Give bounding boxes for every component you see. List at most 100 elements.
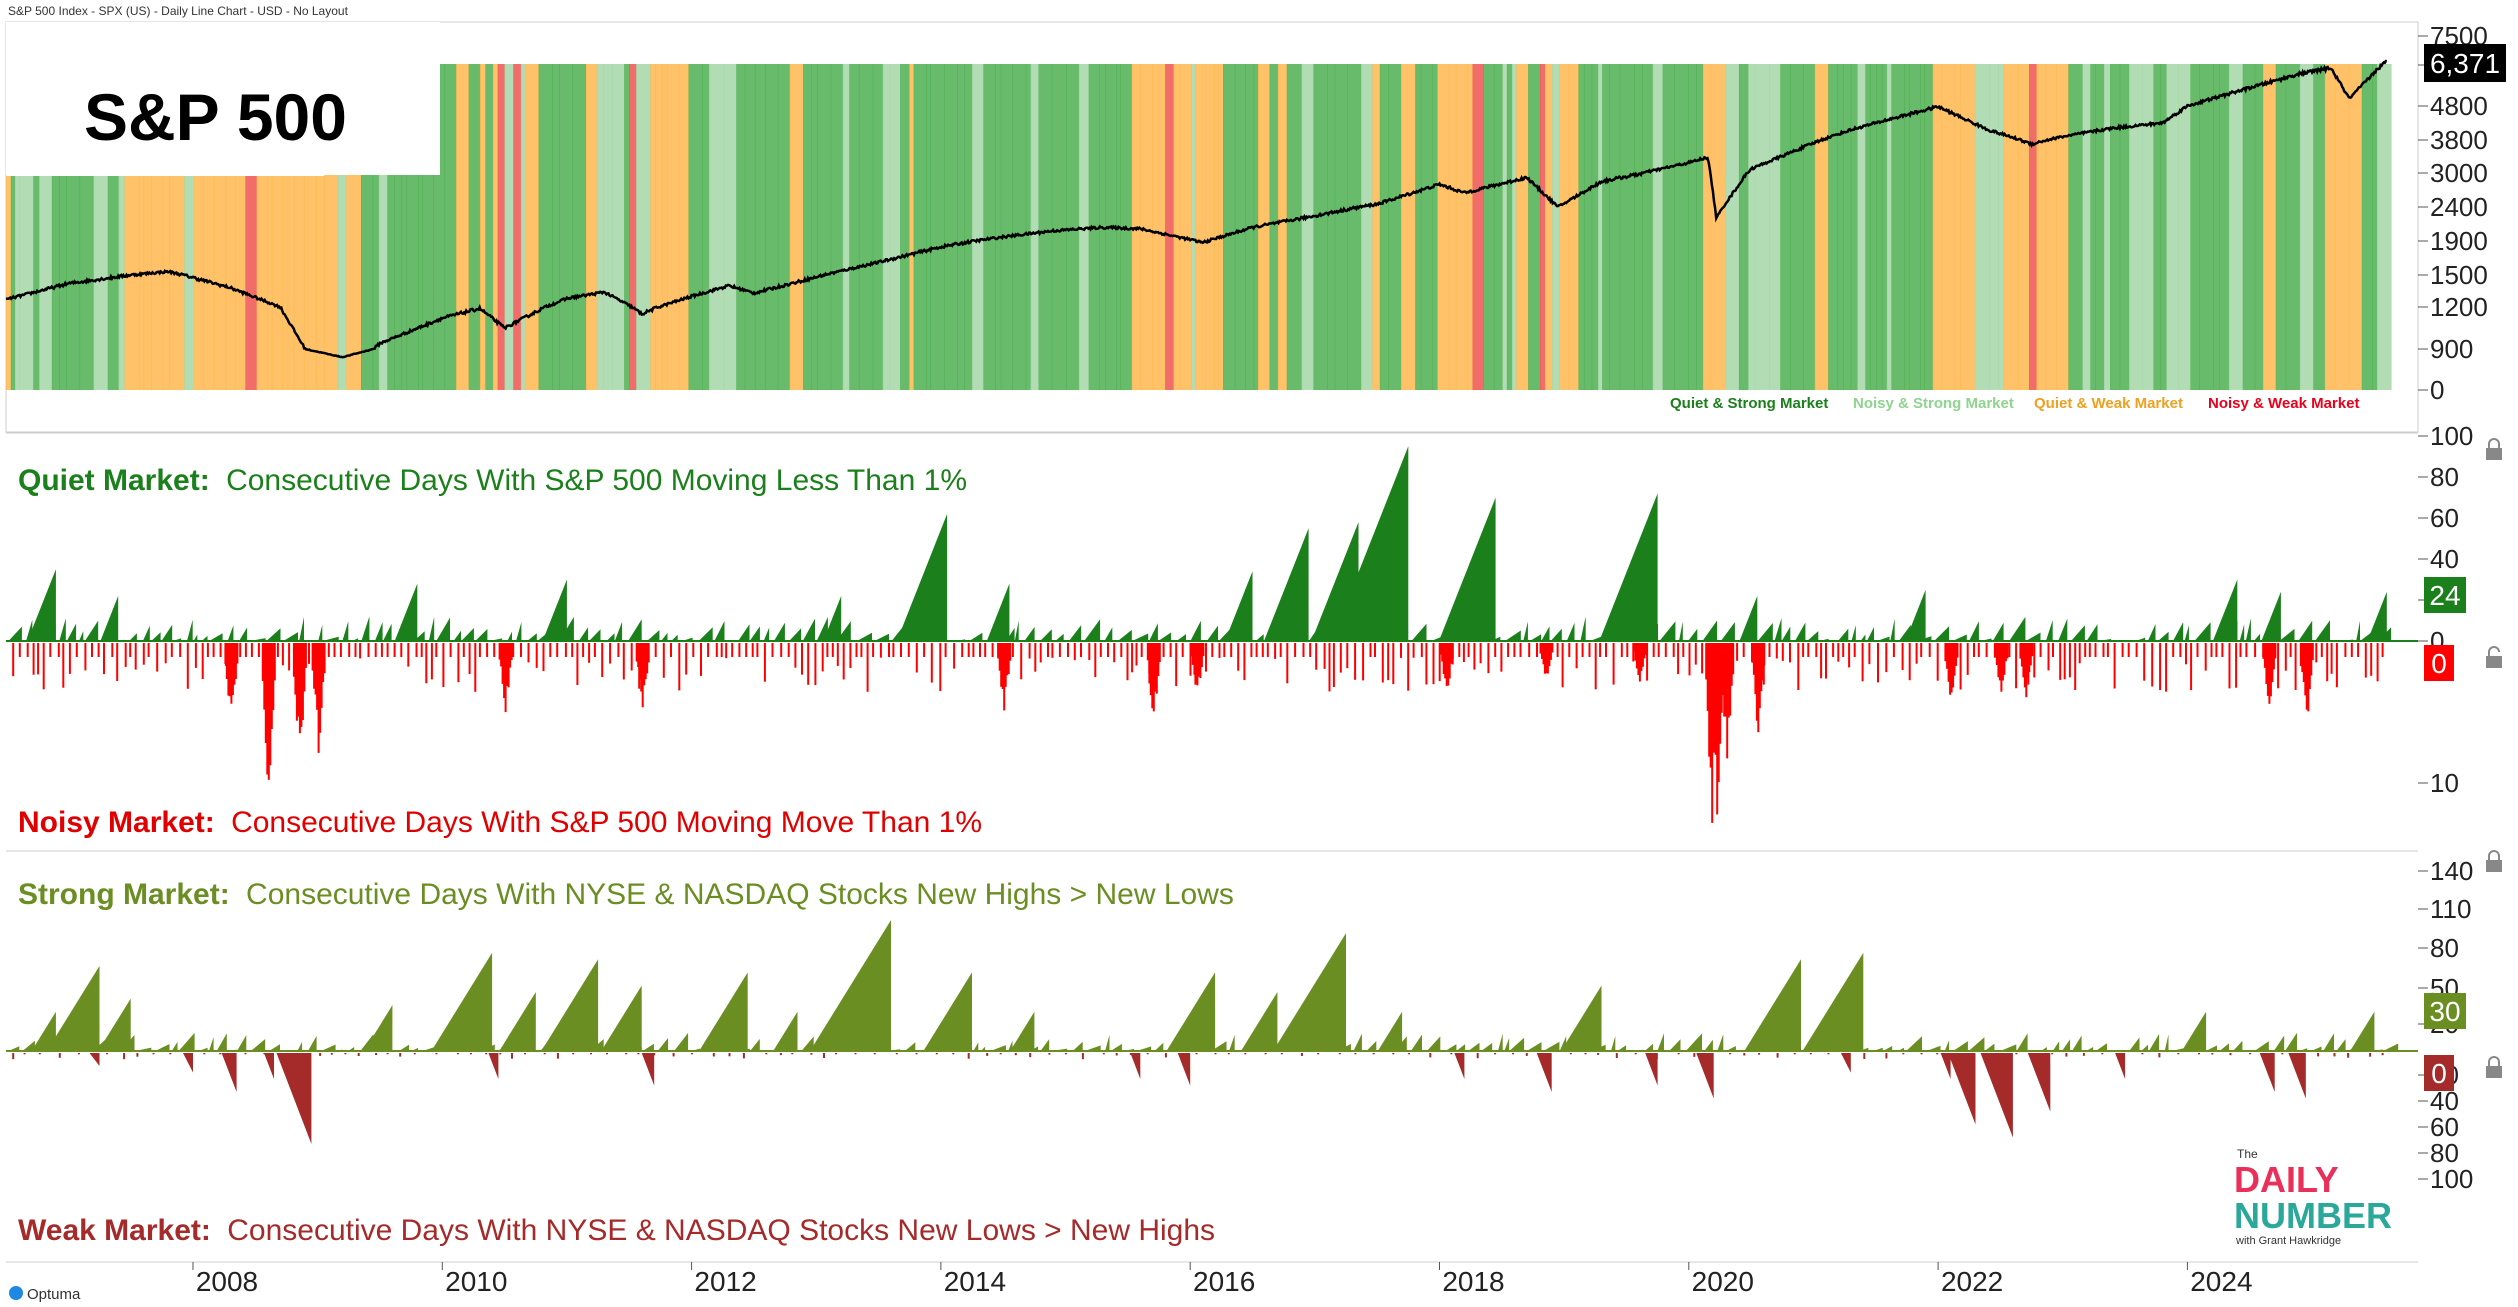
legend-noisy-weak: Noisy & Weak Market bbox=[2208, 395, 2359, 412]
noisy-spike bbox=[1732, 643, 1735, 675]
noisy-spike bbox=[1638, 643, 1641, 682]
noisy-spike bbox=[923, 643, 926, 657]
quiet-spike bbox=[1040, 629, 1052, 641]
regime-band bbox=[162, 176, 170, 390]
regime-band bbox=[479, 64, 487, 390]
regime-band bbox=[849, 64, 860, 390]
strong-spike bbox=[1617, 1045, 1627, 1051]
svg-text:6,371: 6,371 bbox=[2430, 48, 2500, 79]
regime-band bbox=[702, 64, 710, 390]
noisy-spike bbox=[888, 643, 890, 657]
regime-band bbox=[2056, 64, 2069, 390]
lock-icon[interactable] bbox=[2486, 438, 2502, 460]
noisy-spike bbox=[1039, 643, 1042, 663]
weak-spike bbox=[1029, 1053, 1032, 1058]
regime-band bbox=[585, 64, 598, 390]
regime-band bbox=[764, 64, 779, 390]
noisy-spike bbox=[2239, 643, 2242, 657]
time-x-axis: 2008 2010 2012 2014 2016 2018 2020 2022 2024 bbox=[192, 1262, 2253, 1297]
weak-spike bbox=[1494, 1053, 1496, 1055]
noisy-spike bbox=[1323, 643, 1326, 669]
noisy-spike bbox=[1605, 643, 1607, 657]
lock-icon[interactable] bbox=[2486, 1056, 2502, 1078]
weak-spike bbox=[2177, 1053, 2180, 1055]
regime-band bbox=[2090, 64, 2096, 390]
noisy-spike bbox=[979, 643, 981, 657]
noisy-spike bbox=[1861, 643, 1864, 682]
strong-spike bbox=[1166, 972, 1216, 1051]
noisy-spike bbox=[1028, 643, 1031, 659]
quiet-spike bbox=[2184, 625, 2189, 641]
noisy-spike bbox=[449, 643, 452, 657]
quiet-spike bbox=[1225, 571, 1253, 641]
regime-band bbox=[1674, 64, 1689, 390]
noisy-spike bbox=[1885, 643, 1888, 673]
noisy-spike bbox=[1191, 643, 1194, 665]
noisy-spike bbox=[617, 643, 620, 657]
strong-spike bbox=[2219, 1043, 2229, 1051]
strong-spike bbox=[2205, 1045, 2217, 1051]
svg-text:30: 30 bbox=[2429, 996, 2460, 1027]
lock-icon[interactable] bbox=[2486, 850, 2502, 872]
regime-band bbox=[39, 176, 53, 390]
x-tick-label: 2024 bbox=[2190, 1266, 2252, 1297]
noisy-spike bbox=[142, 643, 145, 665]
strong-spike bbox=[1445, 1044, 1457, 1051]
regime-band bbox=[1814, 64, 1829, 390]
regime-band bbox=[1214, 64, 1220, 390]
noisy-spike bbox=[97, 643, 100, 657]
optuma-brand: Optuma bbox=[9, 1286, 81, 1303]
weak-spike bbox=[2381, 1053, 2384, 1056]
noisy-spike bbox=[1842, 643, 1845, 657]
regime-band bbox=[6, 176, 12, 390]
regime-band bbox=[2313, 64, 2326, 390]
weak-spike bbox=[2211, 1053, 2214, 1055]
quiet-spike bbox=[1807, 631, 1819, 641]
noisy-spike bbox=[224, 643, 227, 665]
regime-band bbox=[394, 64, 402, 390]
regime-band bbox=[1578, 64, 1586, 390]
noisy-spike bbox=[1758, 643, 1761, 709]
noisy-spike bbox=[320, 643, 323, 708]
weak-spike bbox=[1392, 1053, 1395, 1055]
weak-spike bbox=[1164, 1053, 1167, 1058]
unlock-icon[interactable] bbox=[2486, 646, 2502, 668]
quiet-spike bbox=[2147, 624, 2156, 641]
noisy-spike bbox=[1202, 643, 1205, 657]
noisy-spike bbox=[1442, 643, 1445, 675]
noisy-spike bbox=[462, 643, 465, 657]
regime-band bbox=[1940, 64, 1956, 390]
noisy-spike bbox=[227, 643, 230, 696]
noisy-spike bbox=[2039, 643, 2042, 657]
weak-spike bbox=[2051, 1053, 2054, 1055]
quiet-spike bbox=[823, 595, 842, 641]
noisy-spike bbox=[1011, 643, 1014, 657]
noisy-spike bbox=[1302, 643, 1305, 657]
noisy-spike bbox=[1711, 643, 1714, 823]
strong-spike bbox=[22, 1040, 35, 1051]
strong-spike bbox=[46, 965, 100, 1051]
noisy-spike bbox=[1003, 643, 1006, 711]
strong-spike bbox=[2072, 1035, 2082, 1051]
noisy-spike bbox=[1094, 643, 1097, 678]
regime-band bbox=[629, 64, 637, 390]
weak-spike bbox=[1048, 1053, 1051, 1055]
strong-spike bbox=[2129, 1037, 2140, 1051]
weak-spike bbox=[779, 1053, 782, 1056]
regime-band bbox=[2275, 64, 2287, 390]
noisy-spike bbox=[2047, 643, 2050, 671]
regime-band bbox=[1000, 64, 1013, 390]
noisy-spike bbox=[953, 643, 956, 669]
noisy-spike bbox=[1007, 643, 1010, 674]
noisy-spike bbox=[2088, 643, 2091, 657]
regime-band bbox=[1598, 64, 1603, 390]
noisy-spike bbox=[1332, 643, 1335, 687]
noisy-spike bbox=[1369, 643, 1372, 657]
quiet-spike bbox=[2261, 591, 2281, 641]
weak-spike bbox=[152, 1053, 155, 1055]
regime-band bbox=[1455, 64, 1468, 390]
weak-spike bbox=[2347, 1053, 2350, 1058]
noisy-spike bbox=[1705, 643, 1708, 680]
noisy-spike bbox=[814, 643, 817, 686]
strong-spike bbox=[2350, 1011, 2375, 1051]
